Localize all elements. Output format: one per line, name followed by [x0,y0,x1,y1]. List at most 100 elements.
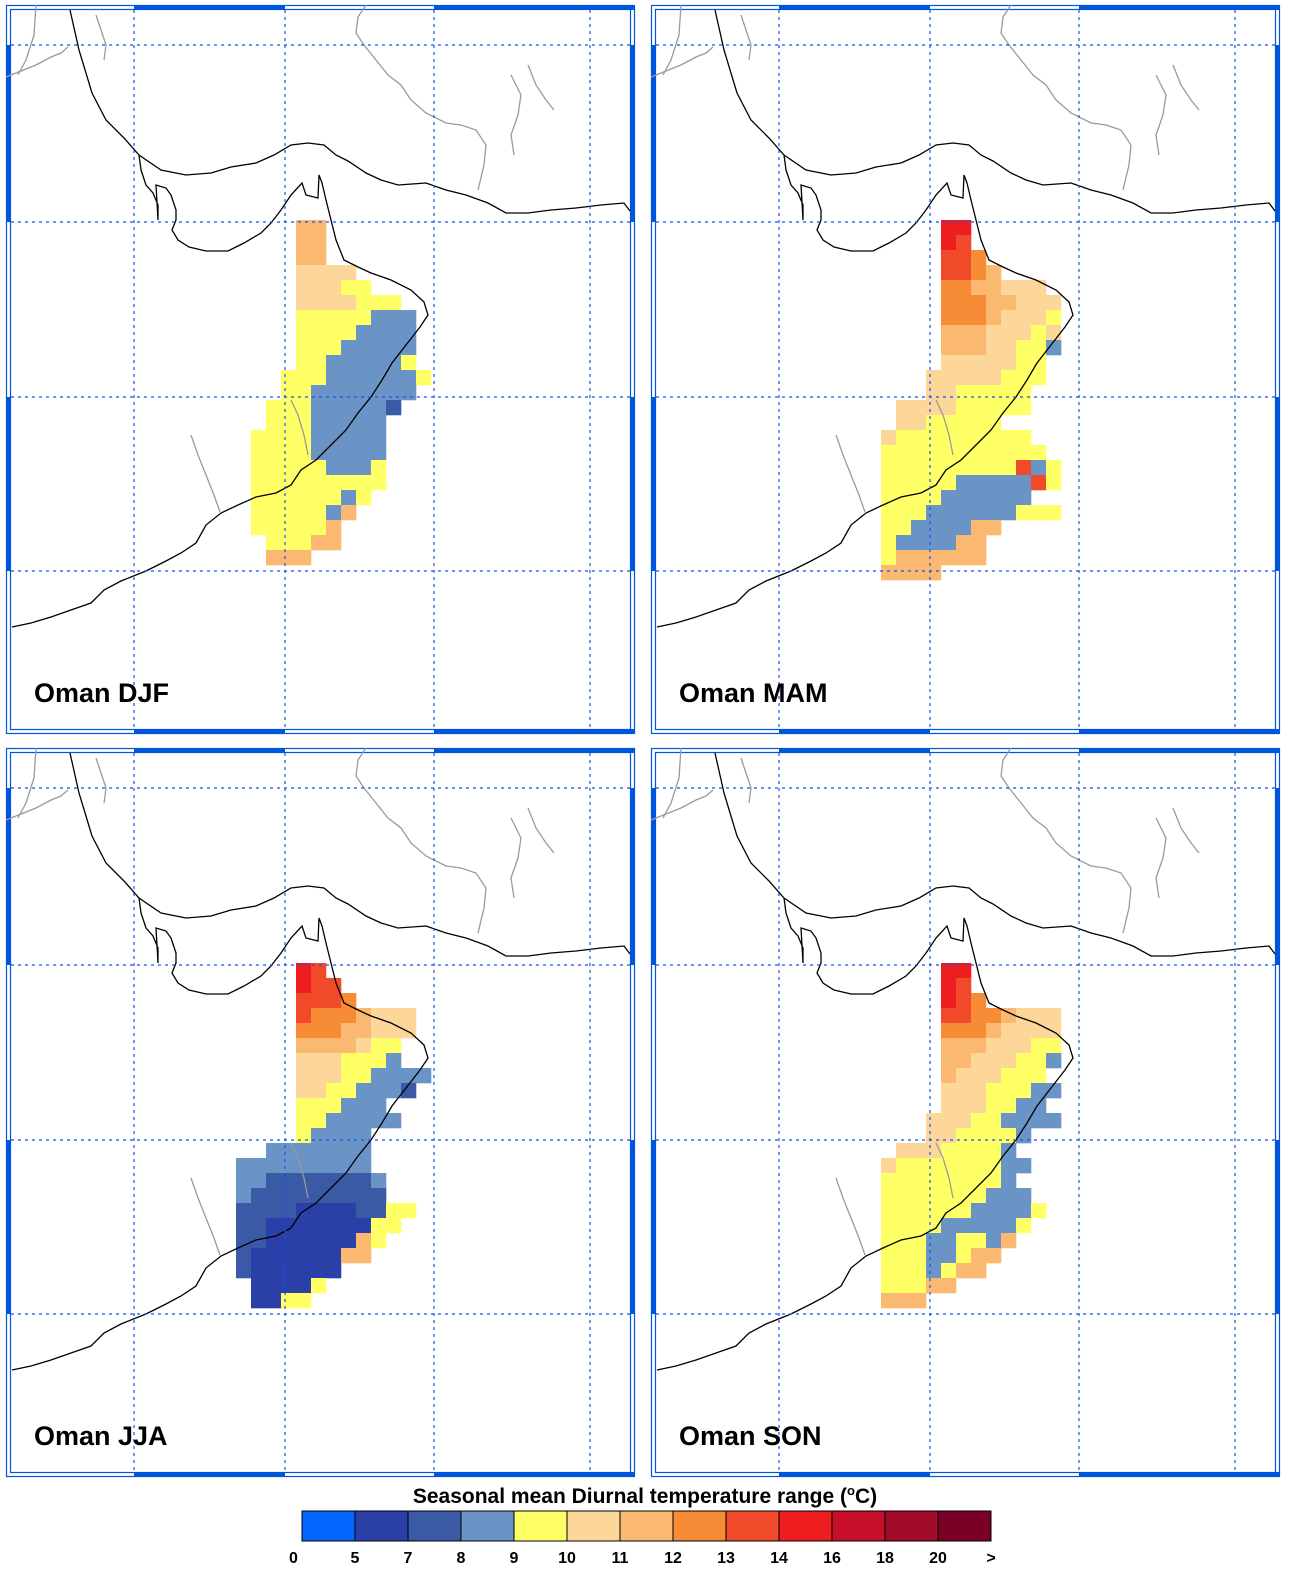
grid-cell [941,993,957,1009]
grid-cell [356,1248,372,1264]
grid-cell [971,993,987,1009]
frame-bar-left [651,788,656,965]
grid-cell [956,295,972,311]
frame-bar-top [134,748,285,753]
country-border [650,46,714,78]
grid-cell [281,1218,297,1234]
grid-cell [956,460,972,476]
grid-cell [926,460,942,476]
grid-cell [326,1218,342,1234]
grid-cell [311,295,327,311]
grid-cell [341,1173,357,1189]
grid-cell [386,295,402,311]
grid-cell [401,355,417,371]
grid-cell [971,445,987,461]
grid-cell [971,340,987,356]
grid-cell [311,370,327,386]
grid-cell [326,1008,342,1024]
map-panel-djf: Oman DJF [5,4,636,735]
grid-cell [341,295,357,311]
map-panel-jja: Oman JJA [5,747,636,1478]
grid-cell [296,280,312,296]
grid-cell [311,1053,327,1069]
grid-cell [1001,385,1017,401]
grid-cell [956,325,972,341]
grid-cell [926,1218,942,1234]
grid-cell [971,1053,987,1069]
country-border [740,757,752,804]
grid-cell [341,370,357,386]
grid-cell [266,1278,282,1294]
grid-cell [1031,1008,1047,1024]
grid-cell [911,1188,927,1204]
grid-cell [896,520,912,536]
country-border [95,757,107,804]
grid-cell [941,520,957,536]
grid-cell [326,1248,342,1264]
grid-cell [281,1248,297,1264]
grid-cell [926,475,942,491]
grid-cell [956,963,972,979]
grid-cell [1001,1038,1017,1054]
grid-cell [266,1143,282,1159]
grid-cell [311,1218,327,1234]
grid-cell [1001,1023,1017,1039]
grid-cell [956,340,972,356]
grid-cell [896,1233,912,1249]
grid-cell [371,1098,387,1114]
grid-cell [296,220,312,236]
grid-cell [941,220,957,236]
grid-cell [296,993,312,1009]
grid-cell [911,400,927,416]
grid-cell [941,430,957,446]
colorbar-swatch [354,1510,409,1542]
grid-cell [311,475,327,491]
grid-cell [1046,1053,1062,1069]
grid-cell [971,355,987,371]
grid-cell [326,430,342,446]
grid-cell [326,520,342,536]
grid-cell [1001,325,1017,341]
legend-title: Seasonal mean Diurnal temperature range … [413,1483,877,1508]
grid-cell [296,355,312,371]
grid-cell [386,1038,402,1054]
colorbar-tick-label: 20 [929,1550,947,1567]
grid-cell [896,1293,912,1309]
grid-cell [1046,460,1062,476]
grid-cell [296,1188,312,1204]
grid-cell [356,445,372,461]
grid-cell [371,1203,387,1219]
grid-cell [956,1218,972,1234]
grid-cell [956,1173,972,1189]
frame-bar-left [6,45,11,222]
panel-label: Oman JJA [34,1421,168,1451]
grid-cell [941,340,957,356]
frame-bar-right [630,397,635,571]
grid-cell [311,490,327,506]
map-panel-son: Oman SON [650,747,1281,1478]
grid-cell [356,310,372,326]
grid-cell [1001,295,1017,311]
grid-cell [341,340,357,356]
grid-cell [251,1203,267,1219]
country-border [510,74,522,156]
grid-cell [341,1083,357,1099]
frame-bar-right [1275,1140,1280,1314]
grid-cell [1031,1203,1047,1219]
grid-cell [266,460,282,476]
grid-cell [881,1248,897,1264]
grid-cell [941,1083,957,1099]
grid-cell [911,505,927,521]
grid-cell [296,1218,312,1234]
grid-cell [341,993,357,1009]
grid-cell [971,250,987,266]
grid-cell [881,460,897,476]
grid-cell [1046,1113,1062,1129]
grid-cell [341,415,357,431]
country-border [1000,4,1132,191]
grid-cell [296,963,312,979]
grid-cell [326,1128,342,1144]
grid-cell [401,310,417,326]
colorbar-tick-label: 16 [823,1550,841,1567]
grid-cell [971,460,987,476]
